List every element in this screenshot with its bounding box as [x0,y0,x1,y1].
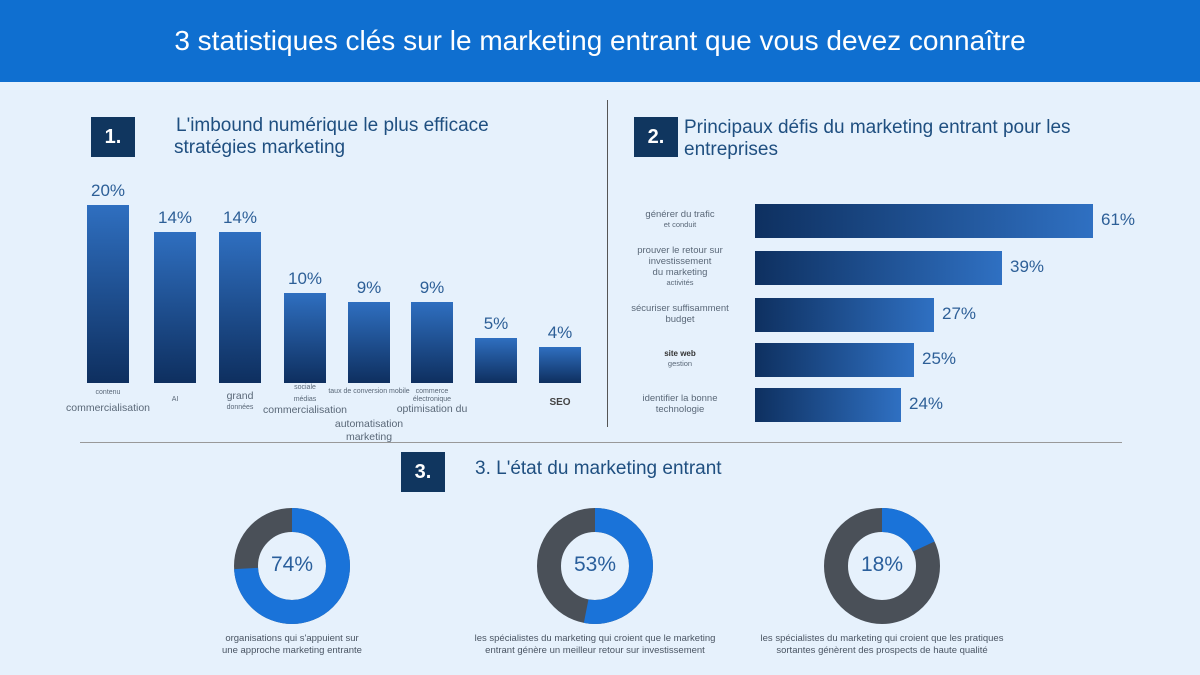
donut-chart [824,508,940,624]
bar-category-label: sociale [294,384,316,391]
bar-category-label: prouver le retour sur [637,245,723,256]
bar [219,232,261,383]
bar [348,302,390,383]
bar-value-label: 14% [157,208,193,227]
bar-value-label: 10% [287,269,323,288]
donut-caption-line1: les spécialistes du marketing qui croien… [474,633,716,644]
donut-slice [537,508,653,624]
section-1-title-line1: L'imbound numérique le plus efficace [176,115,489,136]
donut-slice [234,508,350,624]
bar [87,205,129,383]
bar-category-label: commerce [415,388,449,395]
bar-value-label: 5% [483,314,509,333]
bar-value-label: 24% [909,394,944,413]
donut-caption-line2: entrant génère un meilleur retour sur in… [485,644,705,656]
bar-category-label: commercialisation [262,404,348,416]
bar-category-label: sécuriser suffisamment [631,303,729,314]
bar-category-label: optimisation du [396,403,468,415]
section-2-title-line1: Principaux défis du marketing entrant po… [684,117,1071,138]
section-3-badge: 3. [401,452,445,492]
donut-value-label: 53% [573,553,617,576]
bar-category-label: contenu [95,389,121,396]
bar-value-label: 4% [547,323,573,342]
bar-category-label: automatisation [334,418,404,430]
horizontal-divider [80,442,1122,443]
bar-category-label: site web [664,349,696,358]
bar [539,347,581,383]
bar-value-label: 20% [90,181,126,200]
bar-category-label: grand [226,390,254,402]
donut-value-label: 74% [270,553,314,576]
bar-category-label: électronique [412,396,452,403]
bar-category-label: marketing [345,431,393,443]
bar [411,302,453,383]
bar-category-label: gestion [667,359,693,368]
vertical-divider [607,100,608,427]
section-2-badge: 2. [634,117,678,157]
section-1-title: L'imbound numérique le plus efficace str… [174,115,489,159]
donut-caption: les spécialistes du marketing qui croien… [445,633,745,657]
donut-caption-line2: une approche marketing entrante [222,644,362,656]
bar-category-label: activités [666,278,694,287]
section-2-title: Principaux défis du marketing entrant po… [684,117,1071,161]
bar [154,232,196,383]
bar [755,343,914,377]
bar [755,251,1002,285]
bar-value-label: 61% [1101,210,1136,229]
donut-caption-line2: sortantes génèrent des prospects de haut… [776,644,988,656]
bar [755,298,934,332]
page-title: 3 statistiques clés sur le marketing ent… [174,25,1026,56]
donut-value-label: 18% [860,553,904,576]
bar-category-label: taux de conversion mobile [328,388,410,395]
bar-category-label: AI [171,396,179,403]
section-1-badge: 1. [91,117,135,157]
donut-chart [537,508,653,624]
bar-value-label: 27% [942,304,977,323]
donut-slice [824,508,940,624]
bar-category-label: identifier la bonne [642,393,718,404]
bar-category-label: générer du trafic [645,209,715,220]
bar [755,204,1093,238]
bar-category-label: technologie [655,404,705,415]
bar-category-label: médias [293,396,317,403]
bar-value-label: 9% [419,278,445,297]
donut-caption: les spécialistes du marketing qui croien… [732,633,1032,657]
donut-chart [234,508,350,624]
bar-category-label: données [226,404,254,411]
bar-category-label: et conduit [663,220,697,229]
section-2-title-line2: entreprises [684,139,778,160]
bar-value-label: 9% [356,278,382,297]
section-3-title: 3. L'état du marketing entrant [475,458,722,479]
bar [284,293,326,383]
bar-value-label: 14% [222,208,258,227]
bar-value-label: 39% [1010,257,1045,276]
bar-category-label: commercialisation [65,402,151,414]
bar-category-label: du marketing [652,267,708,278]
bar-category-label: investissement [648,256,712,267]
section-1-title-line2: stratégies marketing [174,137,346,158]
donut-caption: organisations qui s'appuient sur une appr… [142,633,442,657]
donut-caption-line1: les spécialistes du marketing qui croien… [760,633,1004,644]
bar-category-label: budget [665,314,695,325]
bar-value-label: 25% [922,349,957,368]
header-banner: 3 statistiques clés sur le marketing ent… [0,0,1200,82]
donut-caption-line1: organisations qui s'appuient sur [225,633,359,644]
bar [755,388,901,422]
bar [475,338,517,383]
bar-category-label: SEO [549,397,571,408]
